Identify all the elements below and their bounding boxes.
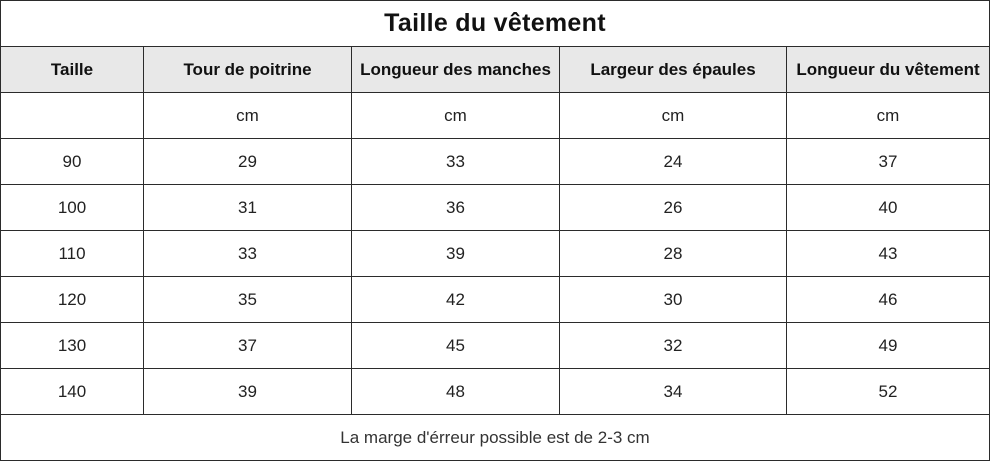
table-cell: 39	[143, 368, 352, 415]
header-size: Taille	[0, 46, 144, 93]
table-cell: 24	[559, 138, 787, 185]
table-row: 100 31 36 26 40	[0, 184, 991, 231]
table-cell: 26	[559, 184, 787, 231]
table-cell: 33	[143, 230, 352, 277]
table-cell: 52	[785, 368, 991, 415]
units-row: cm cm cm cm	[0, 92, 991, 139]
title-row: Taille du vêtement	[0, 0, 991, 47]
table-cell: 35	[143, 276, 352, 323]
table-row: 120 35 42 30 46	[0, 276, 991, 323]
table-cell: 32	[559, 322, 787, 369]
table-row: 110 33 39 28 43	[0, 230, 991, 277]
table-cell: 37	[785, 138, 991, 185]
table-cell: 36	[351, 184, 560, 231]
table-cell: 39	[351, 230, 560, 277]
error-margin-note: La marge d'érreur possible est de 2-3 cm	[0, 414, 991, 461]
table-cell: 34	[559, 368, 787, 415]
table-cell: 29	[143, 138, 352, 185]
table-row: 90 29 33 24 37	[0, 138, 991, 185]
table-title: Taille du vêtement	[0, 0, 991, 47]
table-cell: 90	[0, 138, 144, 185]
table-cell: 100	[0, 184, 144, 231]
unit-cell	[0, 92, 144, 139]
table-cell: 40	[785, 184, 991, 231]
table-cell: 49	[785, 322, 991, 369]
table-cell: 28	[559, 230, 787, 277]
table-row: 140 39 48 34 52	[0, 368, 991, 415]
unit-cell: cm	[559, 92, 787, 139]
header-garment-length: Longueur du vêtement	[785, 46, 991, 93]
unit-cell: cm	[143, 92, 352, 139]
header-row: Taille Tour de poitrine Longueur des man…	[0, 46, 991, 93]
unit-cell: cm	[351, 92, 560, 139]
table-cell: 43	[785, 230, 991, 277]
header-shoulder-width: Largeur des épaules	[559, 46, 787, 93]
header-sleeve-length: Longueur des manches	[351, 46, 560, 93]
header-chest: Tour de poitrine	[143, 46, 352, 93]
table-cell: 45	[351, 322, 560, 369]
table-cell: 46	[785, 276, 991, 323]
table-cell: 130	[0, 322, 144, 369]
table-cell: 33	[351, 138, 560, 185]
unit-cell: cm	[785, 92, 991, 139]
table-cell: 120	[0, 276, 144, 323]
table-cell: 48	[351, 368, 560, 415]
table-row: 130 37 45 32 49	[0, 322, 991, 369]
table-cell: 110	[0, 230, 144, 277]
table-cell: 31	[143, 184, 352, 231]
table-cell: 37	[143, 322, 352, 369]
footer-row: La marge d'érreur possible est de 2-3 cm	[0, 414, 991, 461]
table-cell: 140	[0, 368, 144, 415]
table-cell: 30	[559, 276, 787, 323]
table-cell: 42	[351, 276, 560, 323]
